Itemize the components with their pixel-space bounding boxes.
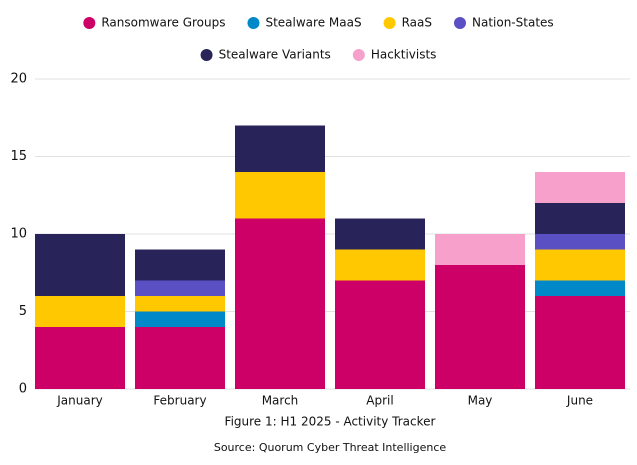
legend-row: Ransomware Groups Stealware MaaS RaaS Natio… [83,16,554,30]
legend-label: RaaS [402,16,432,30]
bar-segment [335,249,425,281]
bar-segment [135,311,225,327]
legend-marker [200,49,213,61]
bar-segment [135,327,225,389]
chart-title: Figure 1: H1 2025 - Activity Tracker [225,415,436,429]
x-tick-label: June [566,394,593,408]
bar-segment [535,280,625,296]
legend-row: Stealware Variants Hacktivists [200,48,437,62]
bar-segment [535,234,625,250]
bar-segment [535,296,625,389]
bar-segment [535,172,625,203]
bar-segment [335,280,425,389]
x-tick-label: January [56,394,103,408]
x-tick-label: February [153,394,206,408]
x-tick-label: March [262,394,299,408]
legend-label: Hacktivists [371,48,437,62]
bar-segment [235,125,325,172]
legend-marker [247,17,260,29]
legend-label: Ransomware Groups [101,16,225,30]
bar-segment [535,203,625,234]
legend-marker [83,17,96,29]
bar-segment [35,234,125,296]
x-tick-label: April [366,394,393,408]
y-tick-label: 20 [10,72,27,87]
legend-marker [352,49,365,61]
bar-segment [235,172,325,219]
bar-segment [35,296,125,327]
y-tick-label: 5 [19,304,27,319]
bar-segment [235,218,325,389]
bar-segment [335,218,425,250]
bar-segment [35,327,125,389]
legend-marker [383,17,396,29]
y-tick-label: 10 [10,227,27,242]
bar-segment [135,280,225,296]
legend-label: Stealware MaaS [265,16,361,30]
bar-segment [135,296,225,312]
x-tick-label: May [468,394,493,408]
legend-marker [453,17,466,29]
legend-label: Nation-States [472,16,554,30]
legend-label: Stealware Variants [219,48,331,62]
y-tick-label: 0 [19,382,27,397]
bar-segment [435,234,525,265]
y-tick-label: 15 [10,149,27,164]
chart-source: Source: Quorum Cyber Threat Intelligence [214,441,447,454]
bar-segment [535,249,625,281]
bar-segment [135,249,225,281]
bar-segment [435,265,525,389]
